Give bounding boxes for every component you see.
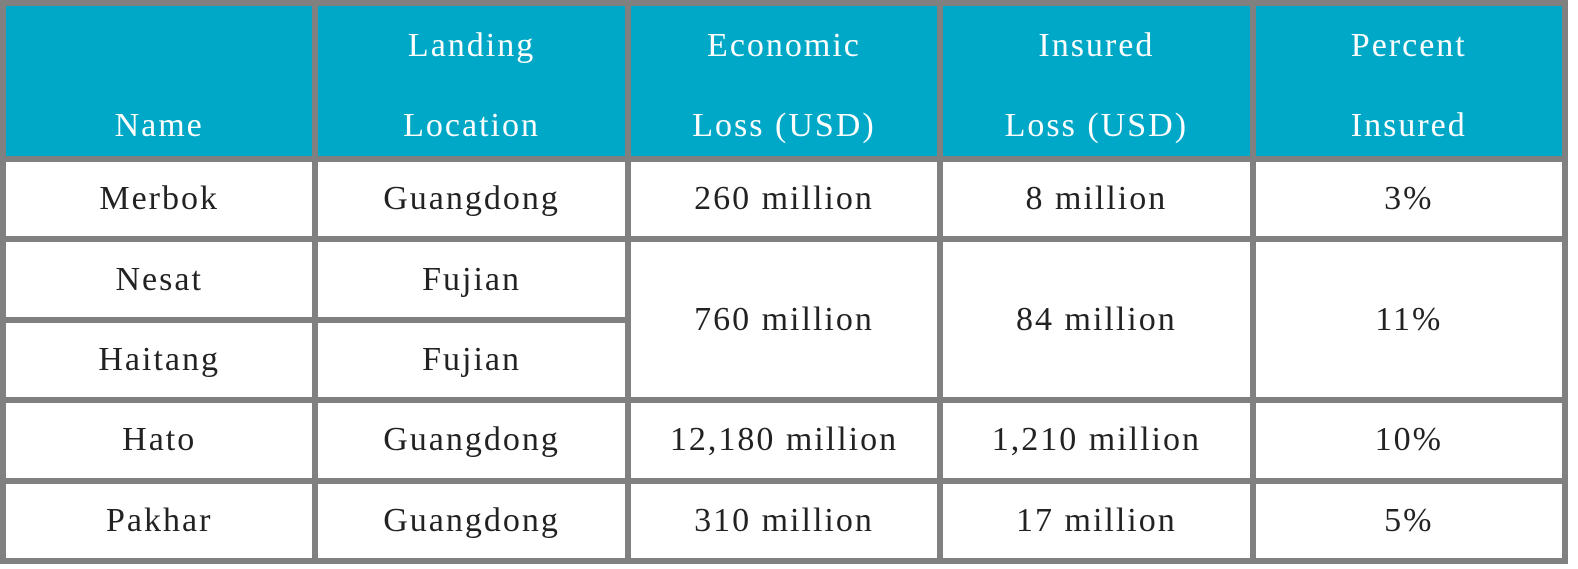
header-text: Loss (USD) <box>692 107 876 144</box>
header-text: Landing <box>407 27 536 64</box>
table-cell: 260 million <box>624 155 944 243</box>
table-cell: 11% <box>1249 236 1569 404</box>
table-cell: Hato <box>0 397 319 484</box>
header-text: Loss (USD) <box>1004 107 1189 144</box>
table-cell: Haitang <box>0 316 319 404</box>
table-cell: Pakhar <box>0 477 319 565</box>
table-row: Nesat Fujian 760 million 84 million 11% <box>0 236 1569 404</box>
header-cell: Name <box>0 0 319 162</box>
table-cell: 12,180 million <box>624 397 944 484</box>
table-cell: Fujian <box>312 236 631 323</box>
table-cell: 8 million <box>937 155 1256 243</box>
table-row: Pakhar Guangdong 310 million 17 million 5% <box>0 477 1569 565</box>
table-cell: Guangdong <box>312 397 631 484</box>
table-cell: 1,210 million <box>937 397 1256 484</box>
table-cell: 310 million <box>624 477 944 565</box>
table-cell: 760 million <box>624 236 944 404</box>
table-cell: 3% <box>1249 155 1569 243</box>
header-text: Insured <box>1038 27 1155 64</box>
table-header: Name Landing Location Economic Loss (USD) Ins… <box>0 0 1569 162</box>
header-cell: Economic Loss (USD) <box>624 0 944 162</box>
header-row: Name Landing Location Economic Loss (USD) Ins… <box>0 0 1569 162</box>
table-cell: 84 million <box>937 236 1256 404</box>
table-body: Merbok Guangdong 260 million 8 million 3% Nes… <box>0 155 1569 565</box>
table-row: Hato Guangdong 12,180 million 1,210 million… <box>0 397 1569 484</box>
table-cell: 17 million <box>937 477 1256 565</box>
table-cell: Merbok <box>0 155 319 243</box>
header-text: Location <box>403 107 540 144</box>
table-row: Merbok Guangdong 260 million 8 million 3% <box>0 155 1569 243</box>
header-text: Insured <box>1350 107 1467 144</box>
table-cell: Guangdong <box>312 477 631 565</box>
table-cell: Nesat <box>0 236 319 323</box>
table-row: Haitang Fujian <box>0 316 1565 404</box>
header-cell: Insured Loss (USD) <box>937 0 1256 162</box>
table-cell: Guangdong <box>312 155 631 243</box>
table-cell: 5% <box>1249 477 1569 565</box>
header-cell: Landing Location <box>312 0 631 162</box>
header-cell: Percent Insured <box>1249 0 1569 162</box>
table-cell: Fujian <box>312 316 631 404</box>
header-text: Name <box>114 107 204 144</box>
header-text: Economic <box>707 27 861 64</box>
table-cell: 10% <box>1249 397 1569 484</box>
header-text: Percent <box>1350 27 1467 64</box>
